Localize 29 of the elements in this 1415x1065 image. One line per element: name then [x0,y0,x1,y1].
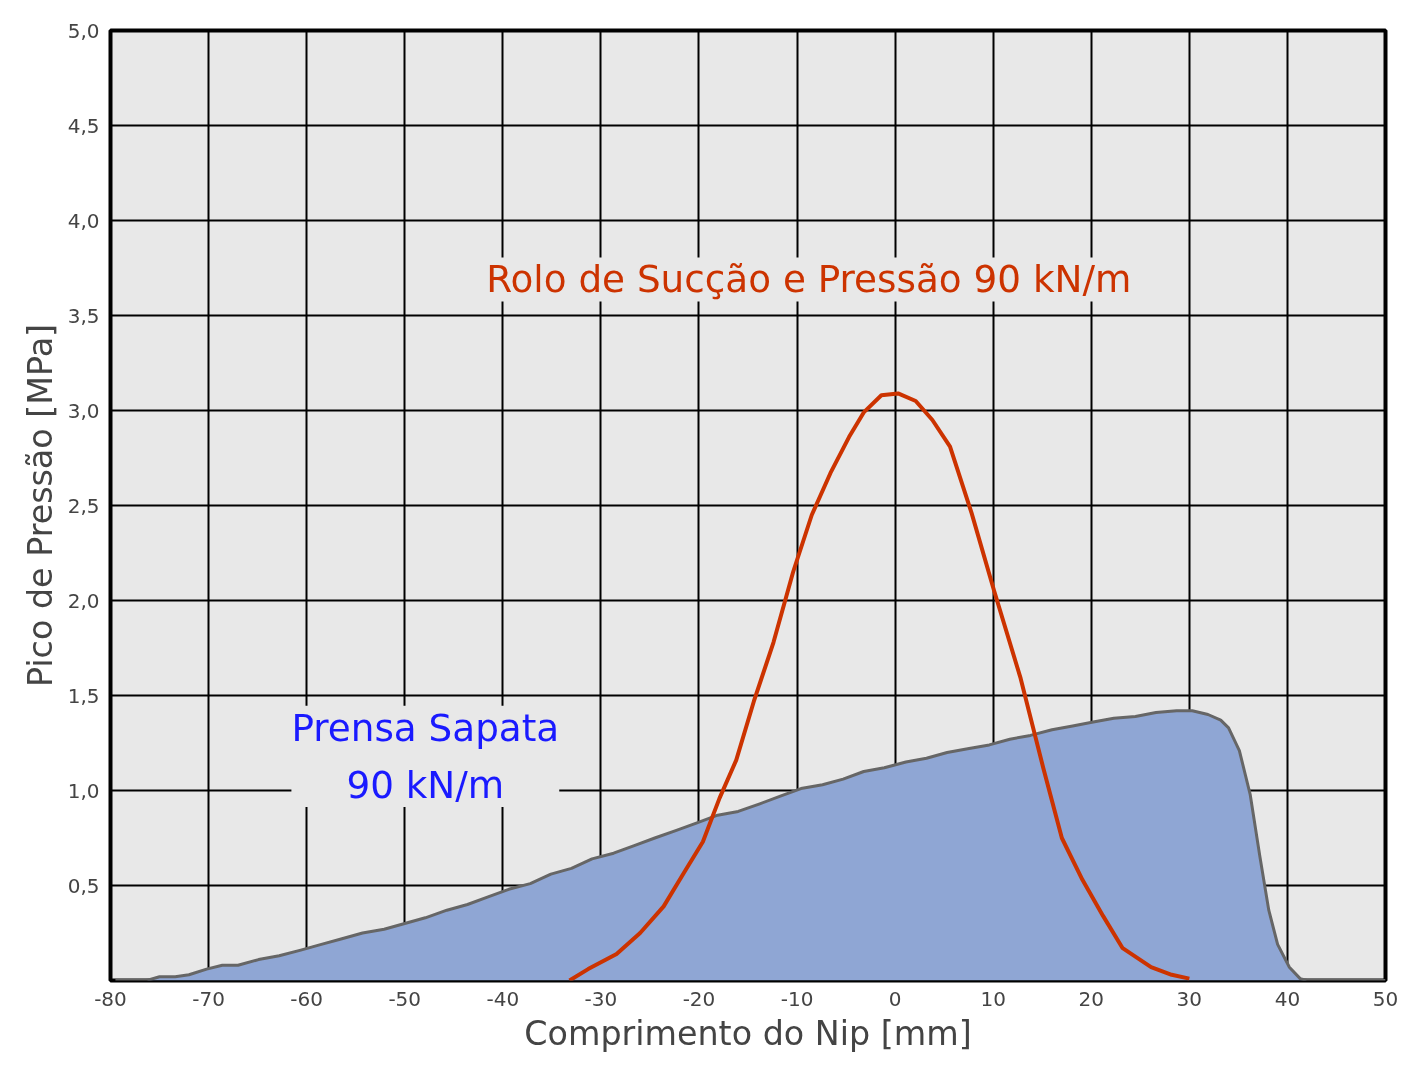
x-tick-label: -50 [388,986,422,1011]
x-tick-label: 0 [888,986,902,1011]
y-tick-label: 2,5 [67,493,100,518]
text: Rolo de Sucção e Pressão 90 kN/m [486,257,1132,302]
y-tick-label: 0,5 [67,873,100,898]
x-tick-label: -80 [94,986,127,1011]
x-tick-label: 40 [1274,986,1301,1011]
x-tick-label: -20 [682,986,716,1011]
y-tick-label: 3,5 [67,303,100,328]
line-series [567,391,1192,981]
x-tick-label: -40 [486,986,520,1011]
y-tick-label: 3,0 [67,398,100,423]
series-label: Prensa Sapata 90 kN/m [291,705,560,807]
y-tick-label: 1,5 [67,683,100,708]
x-tick-label: -30 [584,986,618,1011]
y-tick-label: 4,0 [67,208,100,233]
x-tick-label: -60 [290,986,323,1011]
y-tick-label: 5,0 [67,18,100,43]
x-tick-label: 50 [1372,986,1399,1011]
y-tick-label: 4,5 [67,113,100,138]
x-tick-label: 20 [1078,986,1104,1011]
y-tick-label: 1,0 [67,778,100,803]
x-tick-label: -70 [192,986,225,1011]
x-tick-label: 30 [1176,986,1203,1011]
y-tick-label: 2,0 [67,588,100,613]
x-tick-label: 10 [980,986,1006,1011]
x-tick-label: -10 [780,986,814,1011]
y-axis-title: Pico de Pressão [MPa] [20,323,60,688]
x-axis-title: Comprimento do Nip [mm] [524,1013,972,1053]
